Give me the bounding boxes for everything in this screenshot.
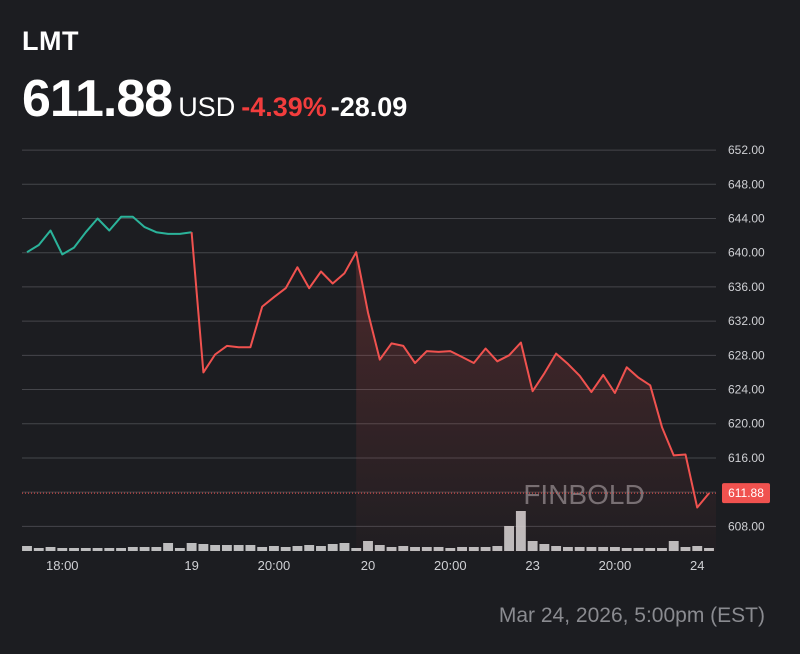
y-tick-label: 652.00 — [728, 143, 765, 157]
x-tick-label: 20:00 — [258, 558, 291, 573]
y-tick-label: 628.00 — [728, 348, 765, 362]
timestamp: Mar 24, 2026, 5:00pm (EST) — [499, 604, 765, 627]
volume-bar — [80, 548, 91, 551]
volume-bar — [186, 543, 197, 551]
volume-bar — [292, 546, 303, 551]
volume-bar — [304, 545, 315, 551]
y-tick-label: 616.00 — [728, 451, 765, 465]
volume-bar — [268, 546, 279, 551]
volume-bar — [316, 546, 326, 551]
y-tick-label: 636.00 — [728, 280, 765, 294]
volume-bar — [221, 545, 232, 551]
volume-bar — [174, 548, 185, 551]
x-tick-label: 18:00 — [46, 558, 79, 573]
header: LMT 611.88 USD -4.39% -28.09 — [22, 26, 407, 129]
volume-bar — [233, 545, 244, 551]
x-tick-label: 24 — [690, 558, 704, 573]
currency: USD — [178, 92, 236, 122]
volume-bar — [22, 546, 32, 551]
volume-bar — [257, 547, 268, 551]
volume-bar — [33, 548, 44, 551]
y-tick-label: 644.00 — [728, 212, 765, 226]
volume-bar — [280, 547, 291, 551]
volume-bar — [57, 548, 68, 551]
volume-bar — [139, 547, 150, 551]
area-fill — [356, 252, 716, 552]
x-tick-label: 20 — [361, 558, 375, 573]
volume-bar — [116, 548, 127, 551]
change: -28.09 — [330, 92, 408, 122]
x-tick-label: 20:00 — [434, 558, 467, 573]
x-tick-label: 23 — [525, 558, 539, 573]
price-tag-label: 611.88 — [728, 486, 764, 500]
volume-bar — [69, 548, 79, 551]
price-line — [190, 232, 710, 509]
volume-bar — [339, 543, 350, 551]
y-tick-label: 648.00 — [728, 177, 765, 191]
volume-bar — [163, 543, 174, 551]
volume-bar — [92, 548, 103, 551]
y-tick-label: 608.00 — [728, 519, 765, 533]
volume-bar — [327, 544, 338, 551]
volume-bar — [198, 544, 209, 551]
y-tick-label: 632.00 — [728, 314, 765, 328]
x-tick-label: 19 — [184, 558, 198, 573]
quote-row: 611.88 USD -4.39% -28.09 — [22, 69, 407, 129]
price: 611.88 — [22, 70, 173, 128]
volume-bar — [104, 548, 115, 551]
volume-bar — [245, 545, 256, 551]
ticker: LMT — [22, 26, 79, 56]
price-line — [26, 215, 192, 256]
x-tick-label: 20:00 — [599, 558, 632, 573]
volume-bar — [151, 547, 162, 551]
volume-bar — [127, 547, 138, 551]
y-tick-label: 640.00 — [728, 246, 765, 260]
price-tag — [722, 483, 770, 504]
y-tick-label: 620.00 — [728, 417, 765, 431]
y-tick-label: 624.00 — [728, 383, 765, 397]
volume-bar — [45, 547, 56, 551]
change-percent: -4.39% — [241, 92, 327, 122]
volume-bar — [210, 545, 221, 551]
